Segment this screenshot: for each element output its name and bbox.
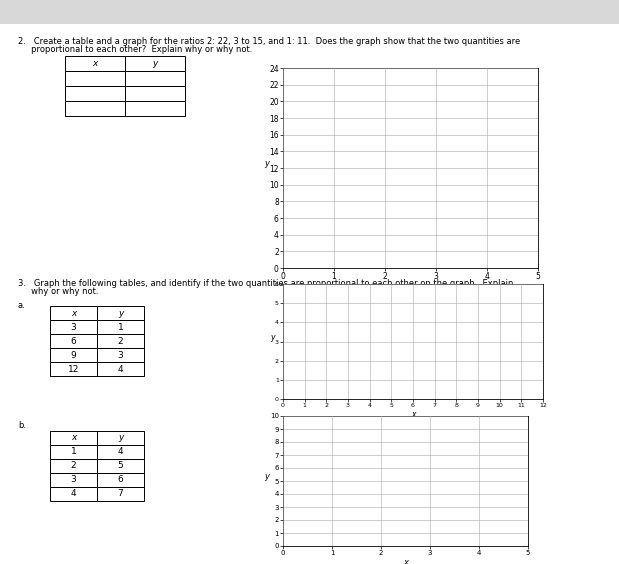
Y-axis label: y: y: [264, 159, 269, 168]
Bar: [125, 86, 185, 101]
Text: 7: 7: [118, 490, 123, 499]
X-axis label: x: x: [408, 283, 413, 292]
Bar: [97, 306, 144, 320]
Bar: [97, 487, 144, 501]
Bar: [125, 101, 185, 116]
Text: 3: 3: [71, 475, 76, 484]
Text: y: y: [118, 309, 123, 318]
Bar: [50, 431, 97, 445]
Text: 2.   Create a table and a graph for the ratios 2: 22, 3 to 15, and 1: 11.  Does : 2. Create a table and a graph for the ra…: [18, 37, 520, 46]
Text: why or why not.: why or why not.: [18, 287, 98, 296]
Bar: [65, 71, 125, 86]
Text: 6: 6: [118, 475, 123, 484]
Y-axis label: y: y: [264, 472, 269, 481]
Text: y: y: [152, 59, 158, 68]
Bar: [50, 473, 97, 487]
Bar: [97, 348, 144, 362]
Text: a.: a.: [18, 301, 26, 310]
Text: x: x: [92, 59, 98, 68]
Text: 3: 3: [71, 323, 76, 332]
Bar: [50, 320, 97, 334]
Bar: [50, 459, 97, 473]
Bar: [97, 362, 144, 376]
Text: 1: 1: [71, 447, 76, 456]
Bar: [97, 459, 144, 473]
Bar: [97, 334, 144, 348]
Bar: [65, 56, 125, 71]
Text: proportional to each other?  Explain why or why not.: proportional to each other? Explain why …: [18, 45, 253, 54]
Text: x: x: [71, 434, 76, 443]
Text: 4: 4: [118, 447, 123, 456]
Text: x: x: [71, 309, 76, 318]
Bar: [50, 334, 97, 348]
Bar: [97, 445, 144, 459]
Text: 2: 2: [118, 337, 123, 346]
Bar: [50, 362, 97, 376]
Text: 3: 3: [118, 350, 123, 359]
Bar: [50, 348, 97, 362]
Text: 9: 9: [71, 350, 76, 359]
X-axis label: x: x: [403, 558, 408, 564]
Bar: [97, 473, 144, 487]
Text: 2: 2: [71, 461, 76, 470]
Text: y: y: [118, 434, 123, 443]
Text: b.: b.: [18, 421, 26, 430]
Bar: [65, 86, 125, 101]
Text: 12: 12: [68, 364, 79, 373]
Text: 1: 1: [118, 323, 123, 332]
Bar: [50, 445, 97, 459]
Bar: [97, 431, 144, 445]
Bar: [50, 306, 97, 320]
Bar: [97, 320, 144, 334]
Text: 4: 4: [71, 490, 76, 499]
Bar: [65, 101, 125, 116]
Text: 4: 4: [118, 364, 123, 373]
Bar: [125, 56, 185, 71]
Bar: [50, 487, 97, 501]
X-axis label: x: x: [411, 409, 415, 418]
Bar: [125, 71, 185, 86]
Text: 5: 5: [118, 461, 123, 470]
Y-axis label: y: y: [270, 333, 274, 341]
Text: 6: 6: [71, 337, 76, 346]
Text: 3.   Graph the following tables, and identify if the two quantities are proporti: 3. Graph the following tables, and ident…: [18, 279, 513, 288]
